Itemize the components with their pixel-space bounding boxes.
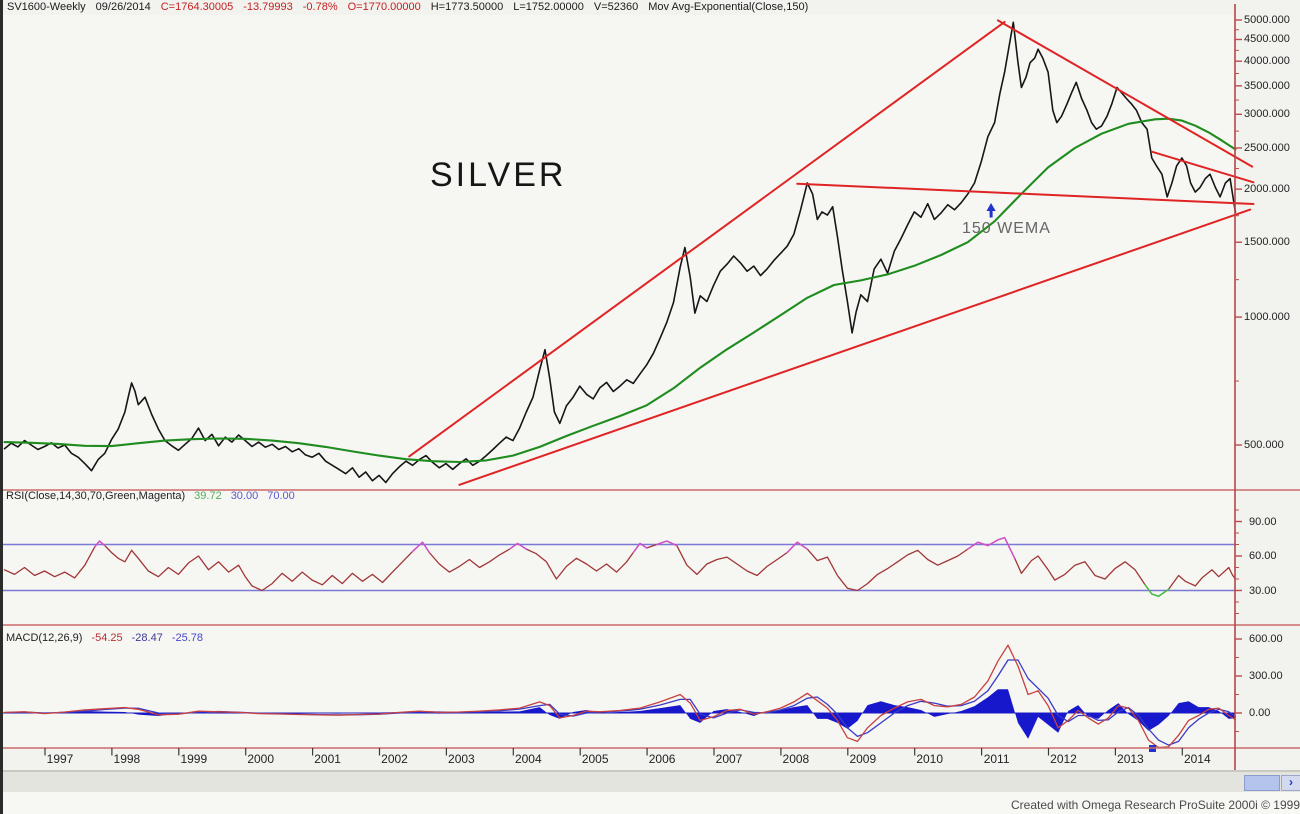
price-axis-label: 2000.000 — [1244, 183, 1290, 196]
chart-canvas — [3, 4, 1300, 771]
chart-title: SILVER — [430, 156, 567, 194]
macd-params-label: MACD(12,26,9) — [6, 632, 83, 644]
open-value: O=1770.00000 — [347, 1, 421, 13]
macd-histogram — [4, 689, 1236, 739]
year-label: 2014 — [1183, 752, 1211, 766]
rsi-value: 39.72 — [194, 490, 222, 502]
year-label: 2001 — [314, 752, 341, 766]
trendline-down-from-peak[interactable] — [996, 19, 1254, 168]
rsi-params-row: RSI(Close,14,30,70,Green,Magenta) 39.72 … — [6, 490, 295, 503]
low-value: L=1752.00000 — [513, 1, 584, 13]
wema-arrow-icon — [986, 203, 996, 218]
macd-signal-value: -28.47 — [131, 632, 163, 644]
trendline-wedge-lower[interactable] — [458, 208, 1252, 486]
macd-params-row: MACD(12,26,9) -54.25 -28.47 -25.78 — [6, 632, 203, 645]
rsi-params-label: RSI(Close,14,30,70,Green,Magenta) — [6, 490, 186, 502]
trendline-down-short[interactable] — [1150, 150, 1255, 184]
year-label: 2000 — [247, 752, 275, 766]
rsi-axis-label: 30.00 — [1249, 584, 1277, 597]
year-label: 2003 — [448, 752, 475, 766]
scrollbar-thumb[interactable] — [1244, 775, 1280, 791]
rsi-oversold-segment — [1144, 584, 1170, 597]
year-label: 2008 — [782, 752, 810, 766]
year-label: 2013 — [1117, 752, 1144, 766]
price-axis-label: 3500.000 — [1244, 79, 1290, 92]
trendline-wedge-upper[interactable] — [408, 20, 1006, 458]
year-label: 2009 — [849, 752, 877, 766]
rsi-axis-label: 60.00 — [1249, 550, 1277, 562]
rsi-overbought-segment — [632, 542, 648, 554]
rsi-axis-label: 90.00 — [1249, 515, 1277, 528]
price-axis-label: 500.000 — [1244, 439, 1284, 451]
year-label: 2007 — [715, 752, 743, 766]
year-label: 1999 — [180, 752, 208, 766]
macd-axis-label: 0.00 — [1249, 707, 1271, 719]
rsi-overbought-segment — [967, 536, 1016, 559]
trendline-resistance-2008[interactable] — [796, 182, 1255, 205]
price-line — [3, 21, 1237, 484]
price-axis-label: 1500.000 — [1244, 236, 1290, 249]
rsi-high-band-value: 70.00 — [267, 490, 295, 502]
year-label: 1998 — [113, 752, 141, 766]
macd-line — [3, 644, 1237, 749]
price-axis-label: 4000.000 — [1244, 55, 1290, 68]
rsi-overbought-segment — [411, 541, 430, 554]
scroll-right-button[interactable]: › — [1281, 775, 1300, 791]
year-label: 2010 — [916, 752, 944, 766]
year-label: 2002 — [381, 752, 408, 766]
wema-annotation: 150 WEMA — [962, 220, 1051, 237]
year-label: 1997 — [46, 752, 74, 766]
rsi-overbought-segment — [656, 540, 678, 547]
rsi-low-band-value: 30.00 — [230, 490, 259, 502]
symbol-label: SV1600-Weekly — [7, 1, 86, 13]
scrollbar: › — [3, 771, 1300, 793]
macd-signal-line — [3, 659, 1237, 746]
wema-line — [3, 117, 1237, 464]
rsi-overbought-segment — [508, 542, 527, 550]
change-value: -13.79993 — [243, 1, 293, 13]
date-label: 09/26/2014 — [95, 1, 151, 13]
change-pct-value: -0.78% — [302, 1, 338, 13]
macd-axis-label: 600.00 — [1249, 633, 1283, 645]
indicator-label: Mov Avg-Exponential(Close,150) — [648, 1, 809, 13]
rsi-overbought-segment — [94, 540, 106, 548]
axis-marker-icon — [1149, 745, 1156, 752]
price-axis-label: 2500.000 — [1244, 141, 1290, 154]
rsi-overbought-segment — [786, 541, 808, 554]
volume-value: V=52360 — [593, 1, 639, 13]
price-axis-label: 1000.000 — [1244, 311, 1290, 324]
header-bar: SV1600-Weekly 09/26/2014 C=1764.30005 -1… — [7, 1, 808, 15]
year-label: 2005 — [581, 752, 609, 766]
scroll-right-icon: › — [1289, 775, 1293, 789]
high-value: H=1773.50000 — [430, 1, 504, 13]
year-label: 2006 — [648, 752, 676, 766]
price-axis-label: 3000.000 — [1244, 108, 1290, 121]
status-strip: Created with Omega Research ProSuite 200… — [3, 792, 1300, 814]
copyright-label: Created with Omega Research ProSuite 200… — [1010, 798, 1300, 812]
year-label: 2011 — [983, 752, 1010, 766]
rsi-line — [3, 536, 1237, 597]
year-label: 2004 — [514, 752, 542, 766]
macd-hist-value: -25.78 — [171, 632, 204, 644]
macd-value: -54.25 — [91, 632, 123, 644]
price-axis-label: 5000.000 — [1244, 14, 1290, 26]
close-value: C=1764.30005 — [160, 1, 234, 13]
year-label: 2012 — [1050, 752, 1077, 766]
macd-axis-label: 300.00 — [1249, 670, 1283, 682]
price-axis-label: 4500.000 — [1244, 33, 1290, 46]
